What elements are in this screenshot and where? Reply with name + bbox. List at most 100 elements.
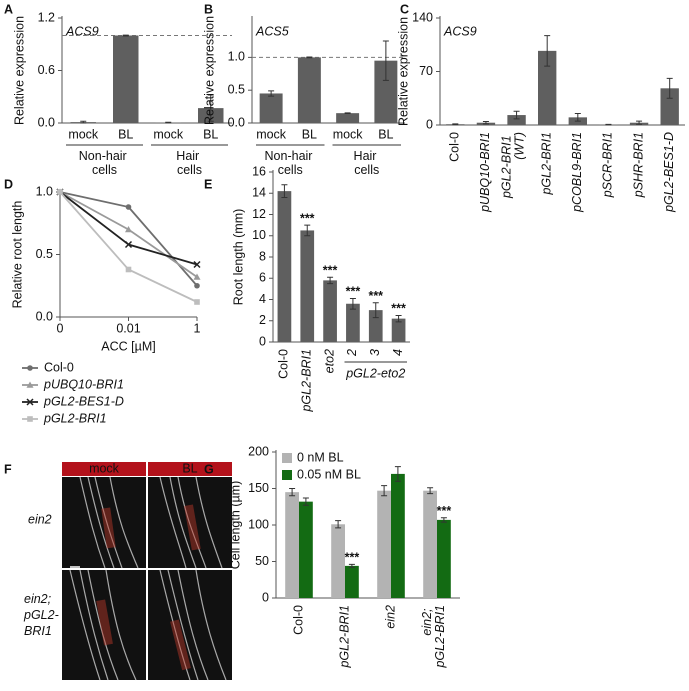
significance: *** xyxy=(346,285,361,299)
x-tick-label: ein2; pGL2-BRI1 xyxy=(420,605,447,669)
y-tick-label: 6 xyxy=(259,271,266,285)
significance: *** xyxy=(323,263,338,277)
panel-letter: B xyxy=(204,2,213,16)
bar xyxy=(300,230,314,342)
legend-label: 0.05 nM BL xyxy=(297,467,361,481)
x-tick-label: pSCR-BRI1 xyxy=(601,132,615,198)
error-bar xyxy=(483,122,489,124)
bar xyxy=(423,491,437,598)
panel-letter: C xyxy=(400,2,409,16)
legend-swatch xyxy=(282,470,292,480)
y-tick-label: 1.0 xyxy=(228,50,245,64)
group-label: Non-hair cells xyxy=(265,149,316,177)
legend-label: 0 nM BL xyxy=(297,450,344,464)
x-tick-label: ein2 xyxy=(383,605,397,629)
y-tick-label: 150 xyxy=(248,481,269,495)
error-bar xyxy=(306,57,312,58)
x-tick-label: 0.01 xyxy=(116,321,140,335)
y-tick-label: 1.0 xyxy=(36,184,53,198)
x-tick-label: BL xyxy=(118,127,133,141)
x-tick-label: pGL2-BRI1 xyxy=(337,605,351,669)
significance: *** xyxy=(300,211,315,225)
panel-f-image xyxy=(62,462,232,680)
x-tick-label: pGL2-BES1-D xyxy=(662,132,676,213)
x-tick-label: BL xyxy=(302,127,317,141)
axis xyxy=(440,16,685,125)
x-tick-label: 1 xyxy=(194,321,201,335)
y-axis-label: Cell length (µm) xyxy=(228,481,242,569)
significance: *** xyxy=(368,289,383,303)
bar xyxy=(336,113,359,123)
bar xyxy=(278,191,292,342)
y-tick-label: 1.2 xyxy=(38,10,55,24)
x-tick-label: mock xyxy=(68,127,99,141)
x-tick-label: 3 xyxy=(368,349,382,356)
row-label: ein2 xyxy=(28,512,52,526)
group-label: pGL2-eto2 xyxy=(345,366,405,380)
significance: *** xyxy=(391,302,406,316)
column-label: BL xyxy=(182,461,197,475)
significance: *** xyxy=(437,504,452,518)
y-tick-label: 14 xyxy=(252,186,266,200)
x-tick-label: pUBQ10-BRI1 xyxy=(478,132,492,213)
x-tick-label: eto2 xyxy=(322,349,336,373)
x-tick-label: 2 xyxy=(345,349,359,357)
x-tick-label: BL xyxy=(203,127,218,141)
gene-label: ACS5 xyxy=(255,24,289,38)
legend-marker xyxy=(27,416,33,422)
panel-letter: G xyxy=(204,462,214,476)
column-label: mock xyxy=(89,461,120,475)
row-label: ein2; pGL2-BRI1 xyxy=(23,592,59,638)
x-tick-label: mock xyxy=(256,127,287,141)
y-tick-label: 0.5 xyxy=(228,82,245,96)
x-tick-label: pSHR-BRI1 xyxy=(631,132,645,198)
x-tick-label: mock xyxy=(153,127,184,141)
x-tick-label: Col-0 xyxy=(291,605,305,635)
bar xyxy=(299,502,313,598)
bar xyxy=(391,474,405,598)
legend-label: pGL2-BRI1 xyxy=(43,411,107,425)
gene-label: ACS9 xyxy=(65,24,99,38)
y-tick-label: 0.0 xyxy=(38,115,55,129)
x-axis-label: ACC [µM] xyxy=(101,339,155,353)
significance: *** xyxy=(345,551,360,565)
panel-letter: D xyxy=(4,177,13,191)
gene-label: ACS9 xyxy=(443,24,477,38)
legend-marker xyxy=(27,365,33,371)
y-axis-label: Relative expression xyxy=(396,17,410,126)
y-tick-label: 0 xyxy=(426,117,433,131)
y-axis-label: Relative expression xyxy=(12,16,26,125)
group-label: Non-hair cells xyxy=(79,149,130,177)
y-tick-label: 4 xyxy=(259,292,266,306)
point xyxy=(126,204,132,210)
y-axis-label: Relative expression xyxy=(202,16,216,125)
axis xyxy=(273,170,410,342)
group-label: Hair cells xyxy=(354,149,380,177)
bar xyxy=(331,524,345,598)
y-tick-label: 50 xyxy=(255,554,269,568)
panel-letter: F xyxy=(4,462,12,476)
bar xyxy=(298,57,321,123)
x-tick-label: pGL2-BRI1 xyxy=(539,132,553,196)
y-tick-label: 200 xyxy=(248,444,269,458)
point xyxy=(57,189,63,195)
error-bar xyxy=(345,113,351,114)
bar xyxy=(437,520,451,598)
bar xyxy=(260,93,283,123)
legend-label: pUBQ10-BRI1 xyxy=(43,377,124,391)
y-tick-label: 70 xyxy=(419,64,433,78)
y-tick-label: 8 xyxy=(259,249,266,263)
point xyxy=(194,283,200,289)
legend-swatch xyxy=(282,453,292,463)
y-tick-label: 12 xyxy=(252,207,266,221)
y-tick-label: 0 xyxy=(259,334,266,348)
y-tick-label: 0.5 xyxy=(36,247,53,261)
legend-label: pGL2-BES1-D xyxy=(43,394,124,408)
y-tick-label: 16 xyxy=(252,164,266,178)
y-tick-label: 0.6 xyxy=(38,63,55,77)
y-tick-label: 140 xyxy=(412,10,433,24)
x-tick-label: pGL2-BRI1 xyxy=(300,349,314,413)
x-tick-label: mock xyxy=(333,127,364,141)
error-bar xyxy=(165,122,171,123)
